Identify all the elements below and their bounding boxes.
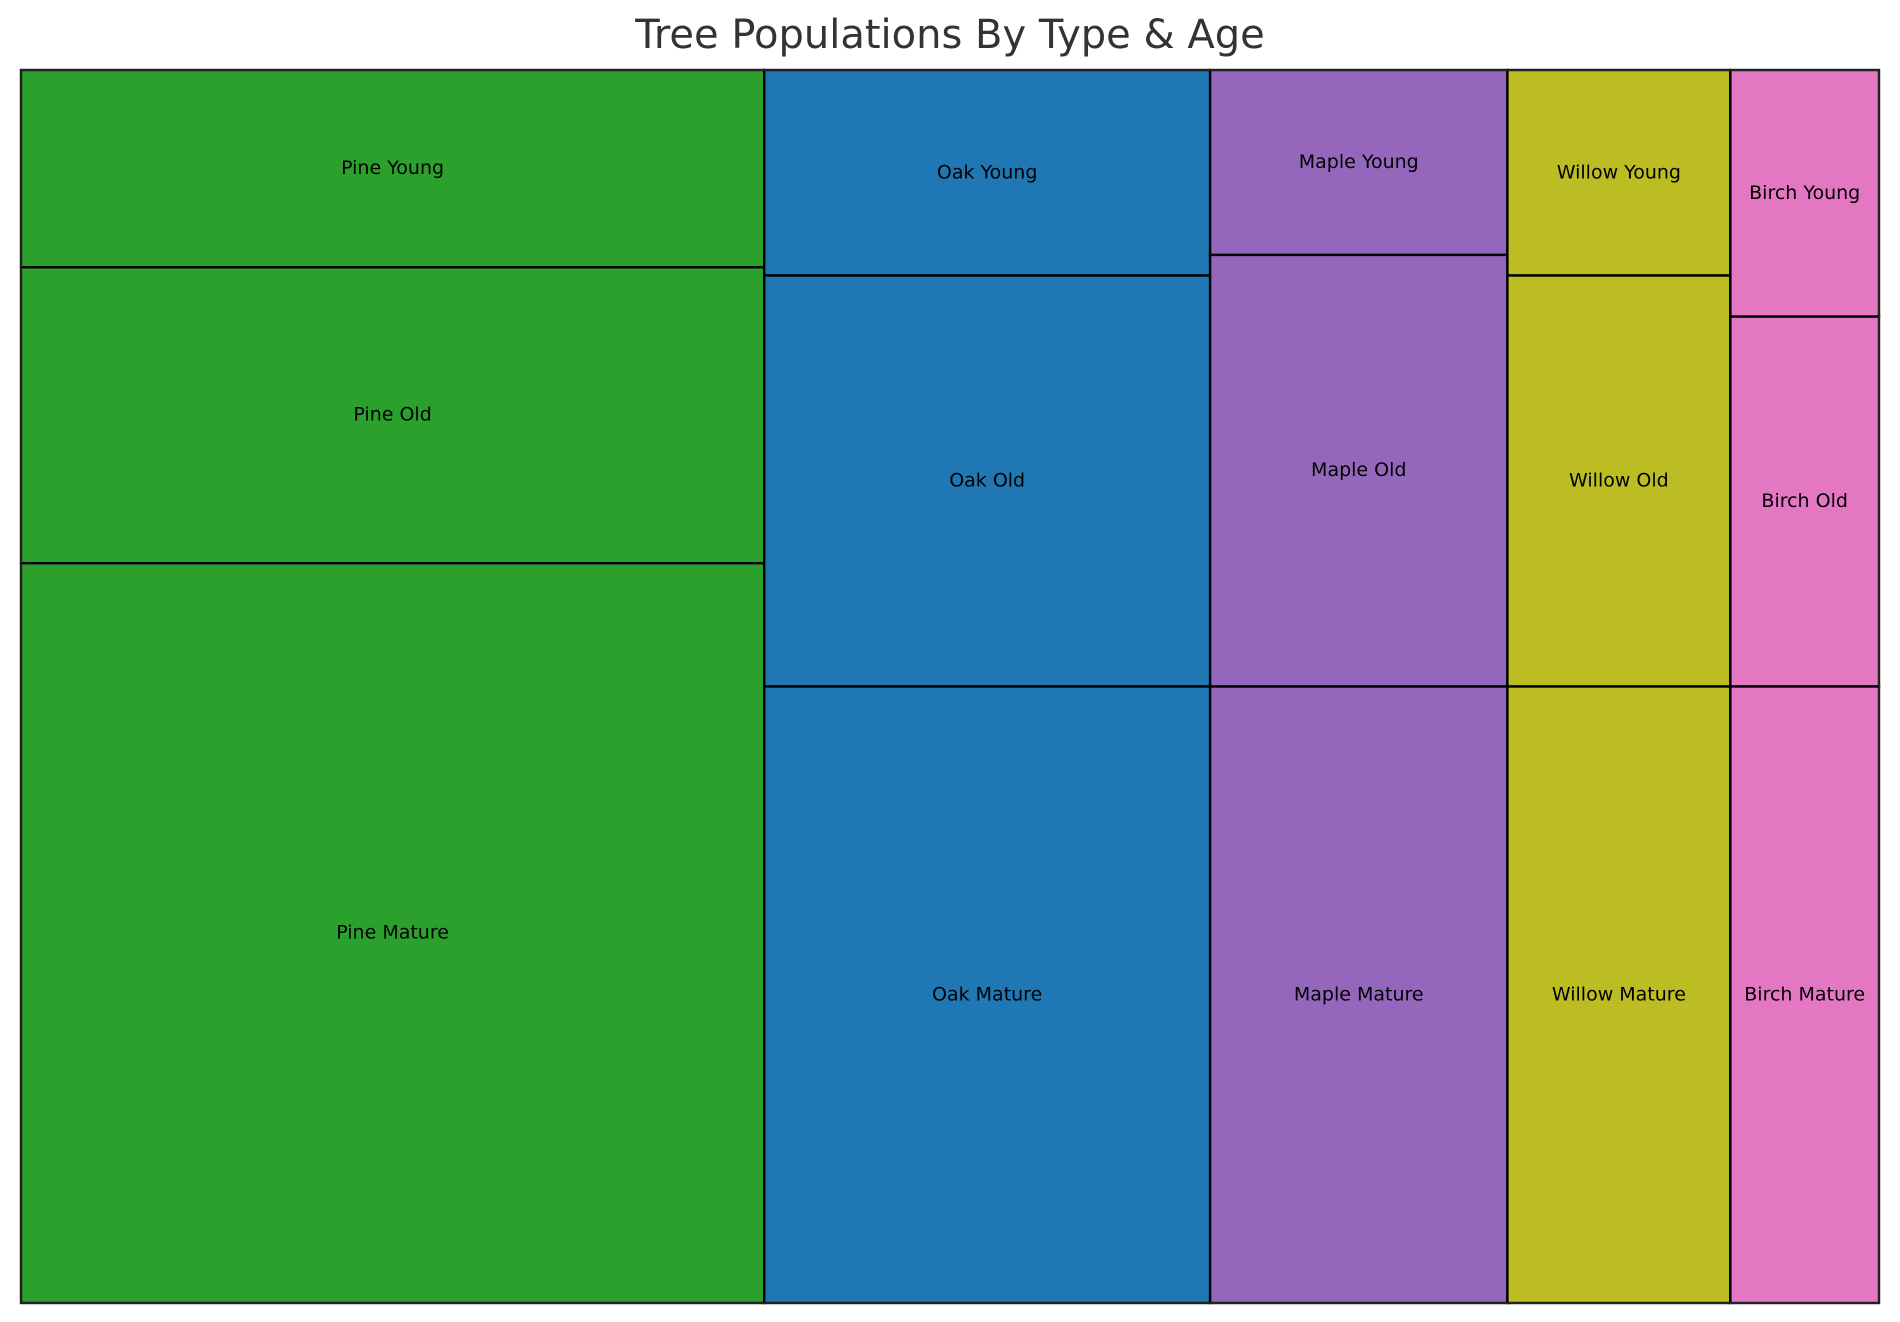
tile-oak-young [763, 68, 1212, 277]
tile-label: Pine Young [341, 157, 444, 179]
tile-birch-old [1729, 315, 1881, 688]
tile-label: Birch Mature [1744, 983, 1865, 1005]
tile-label: Pine Mature [336, 922, 449, 944]
tile-birch-mature [1729, 685, 1881, 1305]
tile-maple-old [1208, 253, 1509, 688]
tile-label: Maple Mature [1294, 983, 1424, 1005]
tile-label: Oak Mature [932, 983, 1042, 1005]
tile-pine-young [19, 68, 766, 269]
tile-label: Pine Old [353, 404, 431, 426]
tile-oak-mature [763, 685, 1212, 1305]
tile-label: Birch Old [1761, 490, 1848, 512]
tile-label: Willow Young [1557, 161, 1681, 183]
tile-pine-old [19, 266, 766, 565]
tile-willow-young [1506, 68, 1732, 277]
tile-maple-mature [1208, 685, 1509, 1305]
tile-label: Maple Old [1311, 459, 1406, 481]
tile-label: Maple Young [1299, 151, 1419, 173]
tile-label: Birch Young [1749, 182, 1860, 204]
tile-willow-mature [1506, 685, 1732, 1305]
tile-pine-mature [19, 562, 766, 1305]
tile-maple-young [1208, 68, 1509, 257]
tile-label: Willow Mature [1552, 983, 1686, 1005]
tile-label: Willow Old [1569, 470, 1669, 492]
plot-frame [20, 69, 1880, 1304]
chart-title: Tree Populations By Type & Age [635, 12, 1265, 58]
tile-birch-young [1729, 68, 1881, 318]
tile-label: Oak Young [937, 161, 1038, 183]
tile-label: Oak Old [949, 470, 1025, 492]
